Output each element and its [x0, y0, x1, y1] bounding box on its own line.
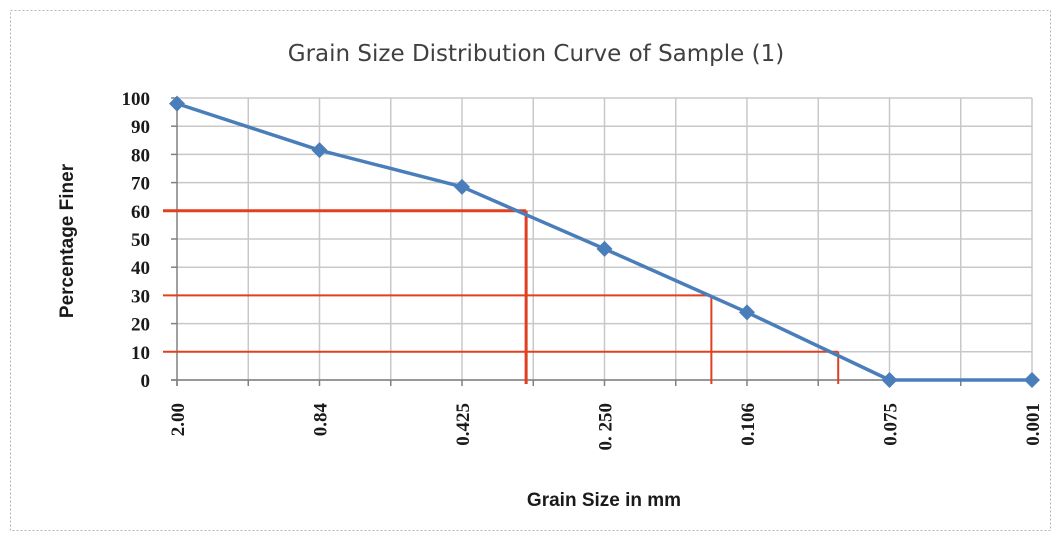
- y-tick-label: 70: [131, 174, 150, 195]
- reference-lines: [163, 209, 840, 384]
- y-tick-label: 10: [131, 343, 150, 364]
- y-axis-label: Percentage Finer: [57, 163, 78, 318]
- data-point: [169, 95, 185, 112]
- x-tick-label: 0.425: [453, 403, 474, 446]
- y-tick-label: 0: [141, 371, 151, 392]
- data-point: [1024, 372, 1040, 388]
- y-tick-label: 90: [131, 117, 150, 138]
- x-axis-label: Grain Size in mm: [527, 490, 681, 511]
- y-tick-label: 60: [131, 202, 150, 223]
- x-tick-label: 0.075: [881, 403, 902, 446]
- chart-title: Grain Size Distribution Curve of Sample …: [288, 41, 784, 67]
- y-tick-labels: 0 10 20 30 40 50 60 70 80 90 100: [122, 89, 151, 392]
- y-tick-label: 80: [131, 145, 150, 166]
- x-tick-label: 0.84: [311, 403, 332, 437]
- data-point: [881, 372, 898, 388]
- y-tick-label: 30: [131, 286, 150, 307]
- y-tick-label: 40: [131, 258, 150, 279]
- x-tick-label: 2.00: [168, 403, 189, 436]
- data-point: [454, 178, 470, 195]
- x-tick-labels: 2.00 0.84 0.425 0. 250 0.106 0.075 0.001: [168, 403, 1044, 451]
- x-tick-label: 0.106: [738, 403, 759, 446]
- x-tick-label: 0.001: [1023, 403, 1044, 446]
- y-tick-label: 20: [131, 315, 150, 336]
- x-tick-label: 0. 250: [596, 403, 617, 451]
- data-point: [311, 142, 328, 159]
- data-point: [596, 240, 613, 257]
- y-tick-label: 50: [131, 230, 150, 251]
- chart-frame: [10, 10, 1051, 531]
- data-point: [739, 304, 755, 321]
- series-group: [169, 95, 1040, 388]
- y-tick-label: 100: [122, 89, 151, 110]
